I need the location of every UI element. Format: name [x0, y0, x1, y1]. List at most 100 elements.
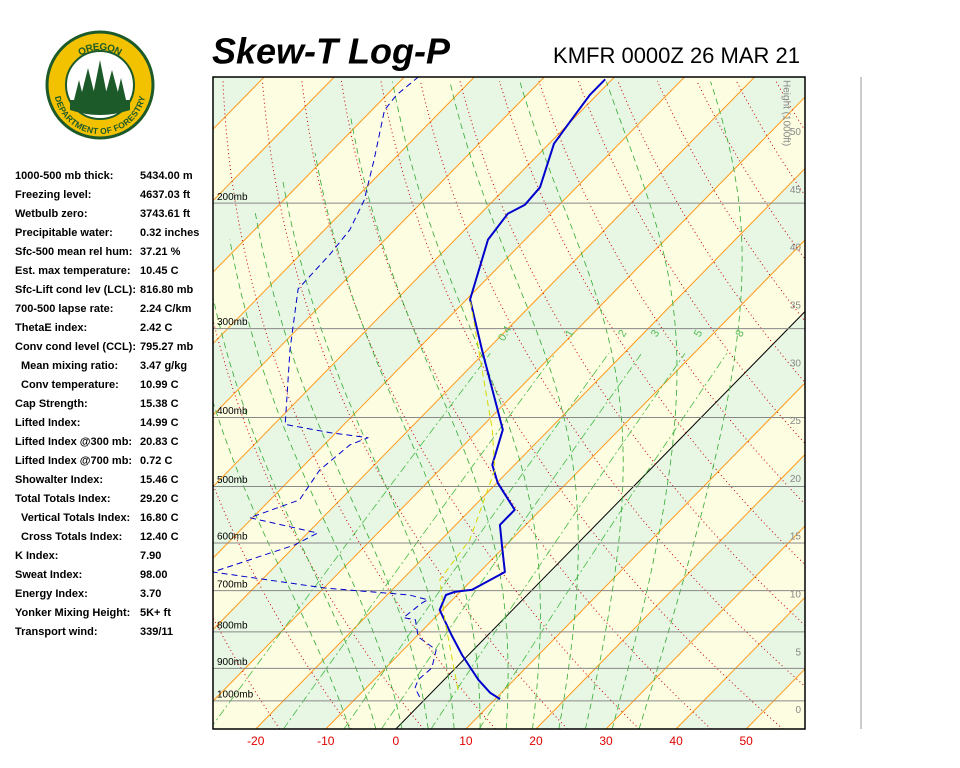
pressure-label: 600mb — [217, 532, 248, 543]
chart-subtitle: KMFR 0000Z 26 MAR 21 — [553, 43, 800, 68]
index-value: 3743.61 ft — [140, 208, 190, 220]
index-label: Lifted Index @300 mb: — [15, 436, 132, 448]
index-label: ThetaE index: — [15, 322, 87, 334]
index-value: 16.80 C — [140, 512, 179, 524]
pressure-label: 800mb — [217, 621, 248, 632]
index-label: Total Totals Index: — [15, 493, 111, 505]
isotherm — [325, 239, 805, 729]
index-label: Cross Totals Index: — [21, 531, 122, 543]
pressure-label: 300mb — [217, 317, 248, 328]
index-label: Mean mixing ratio: — [21, 360, 118, 372]
y2-tick-label: 35 — [790, 301, 802, 312]
index-label: 1000-500 mb thick: — [15, 170, 113, 182]
x-tick-label: 40 — [669, 734, 683, 748]
temp-band — [213, 97, 805, 729]
dry-adiabat — [735, 80, 805, 197]
index-value: 10.99 C — [140, 379, 179, 391]
x-tick-label: 20 — [529, 734, 543, 748]
index-label: Sweat Index: — [15, 569, 82, 581]
isotherm-minor — [213, 77, 615, 488]
isotherm — [535, 453, 805, 729]
index-value: 15.38 C — [140, 398, 179, 410]
index-label: Est. max temperature: — [15, 265, 131, 277]
pressure-label: 700mb — [217, 579, 248, 590]
isotherm-minor — [213, 77, 545, 416]
x-tick-label: 30 — [599, 734, 613, 748]
index-label: Sfc-500 mean rel hum: — [15, 246, 132, 258]
index-value: 29.20 C — [140, 493, 179, 505]
index-label: Transport wind: — [15, 626, 98, 638]
moist-adiabat — [229, 239, 403, 729]
dry-adiabat — [222, 80, 496, 729]
index-value: 5434.00 m — [140, 170, 193, 182]
y2-tick-label: 10 — [790, 590, 802, 601]
moist-adiabat — [349, 114, 509, 729]
mixing-ratio-line — [343, 353, 610, 729]
index-value: 7.90 — [140, 550, 161, 562]
indices: 1000-500 mb thick: 5434.00 m Freezing leve… — [15, 170, 199, 638]
pressure-label: 500mb — [217, 475, 248, 486]
plot-frame — [212, 76, 806, 730]
x-tick-label: 10 — [459, 734, 473, 748]
isotherm — [395, 310, 805, 729]
moist-adiabat — [213, 295, 377, 729]
x-tick-label: 0 — [393, 734, 400, 748]
mixing-ratio-line — [283, 353, 556, 729]
index-label: Lifted Index @700 mb: — [15, 455, 132, 467]
moist-adiabat — [638, 81, 743, 729]
index-value: 5K+ ft — [140, 607, 171, 619]
index-value: 12.40 C — [140, 531, 179, 543]
mixing-ratio-label: 5 — [692, 328, 705, 339]
index-label: 700-500 lapse rate: — [15, 303, 113, 315]
isotherm — [605, 525, 805, 729]
isotherm — [255, 167, 805, 729]
moist-adiabat — [314, 152, 481, 729]
logo: OREGON DEPARTMENT OF FORESTRY — [45, 30, 155, 140]
isotherm-minor — [886, 77, 960, 729]
index-value: 10.45 C — [140, 265, 179, 277]
dry-adiabat — [894, 81, 960, 729]
index-value: 37.21 % — [140, 246, 181, 258]
index-label: Conv cond level (CCL): — [15, 341, 136, 353]
index-label: Vertical Totals Index: — [21, 512, 130, 524]
logo-trees — [74, 60, 126, 100]
index-label: Sfc-Lift cond lev (LCL): — [15, 284, 136, 296]
dry-adiabat — [934, 81, 960, 729]
index-value: 795.27 mb — [140, 341, 193, 353]
y2-tick-label: 5 — [795, 647, 801, 658]
x-tick-label: -10 — [317, 734, 335, 748]
isotherm-minor — [213, 77, 685, 559]
x-tick-label: 50 — [739, 734, 753, 748]
isotherm-minor — [213, 77, 335, 202]
temp-band — [956, 77, 960, 729]
isotherm-minor — [816, 77, 960, 729]
y2-tick-label: 15 — [790, 532, 802, 543]
isotherm-minor — [213, 96, 805, 702]
axes: 1000mb 900mb 800mb 700mb 600mb 500mb 400mb 300m… — [217, 80, 801, 748]
index-label: Yonker Mixing Height: — [15, 607, 130, 619]
index-value: 0.72 C — [140, 455, 172, 467]
y2-tick-label: 20 — [790, 474, 802, 485]
mixing-ratio-line — [213, 353, 491, 726]
sounding-line — [439, 299, 496, 690]
dry-adiabat — [855, 81, 960, 729]
mixing-ratio-label: 3 — [649, 328, 662, 339]
x-tick-label: -20 — [247, 734, 265, 748]
index-value: 15.46 C — [140, 474, 179, 486]
chart-title: Skew-T Log-P — [212, 31, 451, 72]
index-value: 3.70 — [140, 588, 161, 600]
mixing-ratio-label: 2 — [616, 328, 629, 339]
index-label: Freezing level: — [15, 189, 91, 201]
index-label: Cap Strength: — [15, 398, 88, 410]
sounding-line — [213, 77, 437, 698]
pressure-label: 900mb — [217, 657, 248, 668]
mixing-ratio-line — [430, 353, 686, 729]
y2-tick-label: 40 — [790, 243, 802, 254]
index-value: 2.42 C — [140, 322, 172, 334]
logo-ground — [70, 100, 130, 115]
isotherm — [465, 382, 805, 729]
y2-tick-label: 25 — [790, 416, 802, 427]
moist-adiabat — [254, 210, 429, 729]
